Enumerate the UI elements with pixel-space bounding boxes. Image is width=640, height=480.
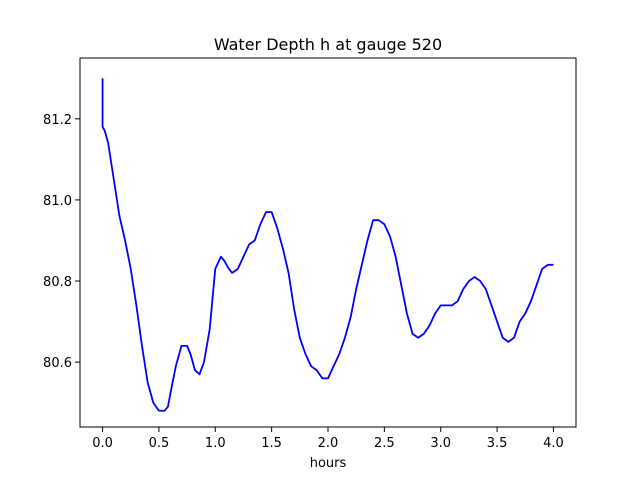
x-tick-label: 0.0 (92, 436, 113, 451)
x-tick-label: 3.0 (430, 436, 451, 451)
x-tick-label: 0.5 (149, 436, 170, 451)
y-axis-ticks: 80.6 80.8 81.0 81.2 (43, 113, 80, 371)
x-tick-label: 3.5 (487, 436, 508, 451)
x-tick-label: 1.0 (205, 436, 226, 451)
y-tick-label: 80.8 (43, 275, 72, 290)
x-tick-label: 1.5 (261, 436, 282, 451)
y-tick-label: 81.0 (43, 194, 72, 209)
x-tick-label: 4.0 (543, 436, 564, 451)
chart-title: Water Depth h at gauge 520 (214, 35, 442, 54)
x-axis-title: hours (310, 456, 347, 471)
x-tick-label: 2.0 (318, 436, 339, 451)
x-tick-label: 2.5 (374, 436, 395, 451)
series-line-0 (101, 78, 554, 412)
y-tick-label: 80.6 (43, 356, 72, 371)
y-tick-label: 81.2 (43, 113, 72, 128)
x-axis-ticks: 0.0 0.5 1.0 1.5 2.0 2.5 3.0 3.5 4.0 (92, 427, 564, 451)
